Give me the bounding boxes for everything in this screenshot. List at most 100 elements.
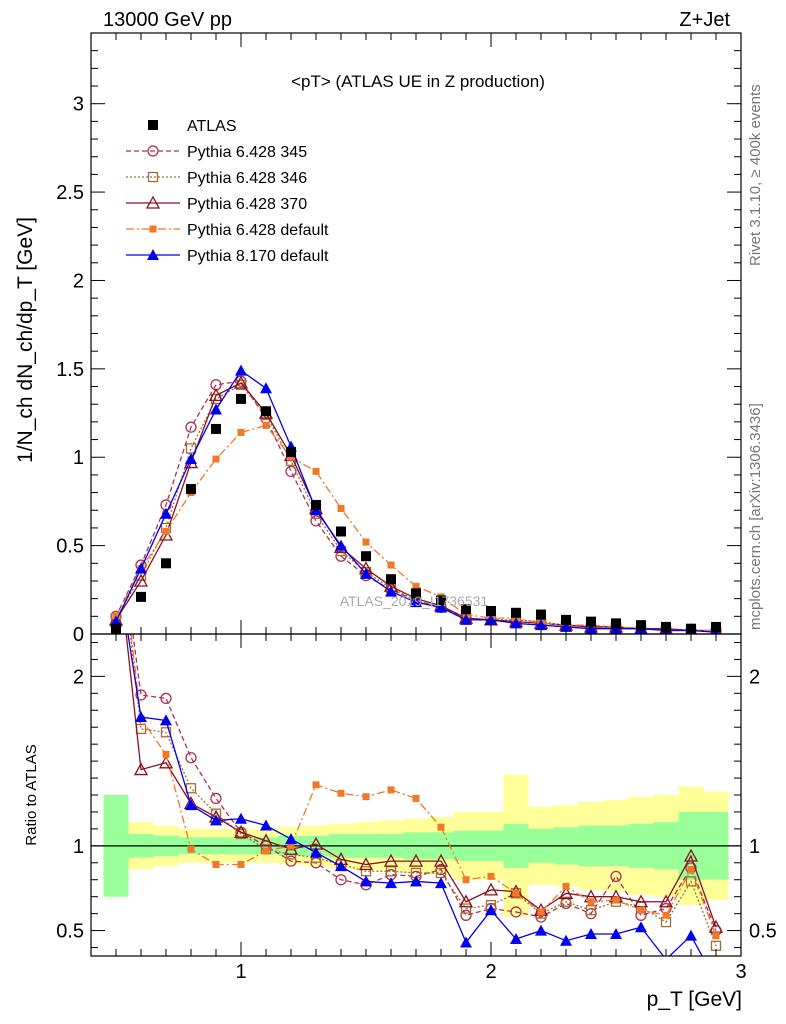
marker-square	[236, 393, 246, 404]
marker-square	[287, 842, 295, 850]
marker-triangle	[535, 924, 547, 936]
marker-square	[461, 604, 471, 615]
marker-square	[537, 908, 545, 916]
marker-triangle	[560, 620, 572, 632]
marker-triangle	[160, 507, 172, 519]
ratio-y-tick-label-right: 1	[749, 836, 760, 858]
marker-square	[262, 847, 270, 855]
marker-square	[212, 860, 220, 868]
marker-circle-open	[185, 752, 197, 764]
ratio-line	[127, 634, 703, 956]
ratio-panel-marks	[91, 634, 741, 956]
marker-triangle	[410, 596, 422, 608]
marker-triangle-open	[233, 375, 249, 389]
marker-square	[412, 794, 420, 802]
marker-triangle	[460, 936, 472, 948]
legend-label: Pythia 6.428 346	[187, 170, 307, 187]
marker-triangle	[360, 567, 372, 579]
marker-square	[336, 526, 346, 537]
x-axis-label: p_T [GeV]	[647, 988, 742, 1011]
marker-triangle	[435, 877, 447, 889]
ratio-y-tick-label-right: 0.5	[749, 921, 777, 943]
marker-triangle	[135, 711, 147, 723]
marker-square	[386, 574, 396, 585]
marker-triangle	[185, 799, 197, 811]
marker-triangle-open	[133, 573, 149, 587]
marker-square	[286, 446, 296, 457]
marker-triangle-open	[208, 388, 224, 402]
marker-square	[311, 499, 321, 510]
series-line	[115, 383, 716, 632]
y-tick-label: 2.5	[56, 182, 84, 204]
marker-square	[187, 845, 195, 853]
marker-square-open	[385, 866, 397, 877]
marker-triangle	[285, 833, 297, 845]
marker-square	[486, 606, 496, 617]
marker-circle-open	[160, 692, 172, 705]
marker-square	[312, 781, 320, 789]
legend-label: Pythia 6.428 370	[187, 196, 307, 213]
marker-square	[162, 750, 170, 758]
marker-square	[462, 876, 470, 884]
marker-triangle-open	[358, 857, 374, 871]
marker-square	[149, 225, 157, 233]
marker-circle-open	[310, 515, 322, 527]
marker-square	[387, 786, 395, 794]
marker-square	[437, 823, 445, 831]
legend-label: Pythia 6.428 345	[187, 144, 307, 161]
marker-triangle	[135, 562, 147, 574]
marker-triangle	[185, 453, 197, 465]
marker-triangle-open	[433, 853, 449, 867]
axes-frame: 1 2 300.511.522.530.5 0.51 12 2	[56, 32, 777, 983]
marker-triangle-open	[133, 762, 149, 776]
plot-title: <pT> (ATLAS UE in Z production)	[291, 72, 545, 91]
header-right: Z+Jet	[679, 9, 730, 31]
marker-square	[261, 406, 271, 417]
marker-triangle	[260, 819, 272, 831]
y-tick-label: 0.5	[56, 536, 84, 558]
marker-triangle	[385, 585, 397, 597]
marker-triangle-open	[258, 833, 274, 847]
marker-square	[662, 911, 670, 919]
marker-square	[312, 467, 320, 475]
marker-triangle	[310, 846, 322, 858]
y-axis-label: 1/N_ch dN_ch/dp_T [GeV]	[14, 217, 37, 463]
marker-circle-open	[610, 870, 622, 882]
marker-square	[636, 620, 646, 631]
watermark: ATLAS_2019_I1736531	[340, 593, 489, 609]
marker-triangle	[410, 875, 422, 887]
marker-square	[287, 453, 295, 461]
marker-square-open	[560, 896, 572, 907]
marker-triangle-open	[145, 195, 161, 209]
marker-triangle	[360, 875, 372, 887]
marker-triangle	[685, 929, 697, 941]
marker-triangle	[510, 617, 522, 629]
marker-circle-open	[285, 855, 297, 867]
marker-square	[162, 527, 170, 535]
marker-square	[211, 423, 221, 434]
marker-triangle	[585, 927, 597, 939]
legend-label: Pythia 8.170 default	[187, 248, 329, 265]
marker-square	[161, 558, 171, 569]
marker-circle-open	[510, 906, 522, 918]
marker-triangle-open	[558, 885, 574, 899]
marker-square	[712, 932, 720, 940]
marker-triangle	[510, 933, 522, 945]
marker-square	[687, 866, 695, 874]
marker-square	[612, 896, 620, 904]
marker-square-open	[460, 903, 472, 914]
marker-triangle	[610, 927, 622, 939]
marker-circle-open	[147, 145, 159, 157]
marker-triangle-open	[408, 853, 424, 867]
marker-square	[136, 591, 146, 602]
x-tick-label: 1	[235, 961, 246, 983]
marker-circle-open	[335, 874, 347, 886]
legend: ATLAS Pythia 6.428 345 Pythia 6.428 346 Pyt…	[126, 118, 329, 265]
marker-circle-open	[210, 792, 222, 805]
marker-square	[362, 538, 370, 546]
marker-triangle	[460, 613, 472, 625]
legend-label: ATLAS	[187, 118, 237, 135]
marker-square	[387, 561, 395, 569]
ratio-y-tick-label: 2	[73, 666, 84, 688]
